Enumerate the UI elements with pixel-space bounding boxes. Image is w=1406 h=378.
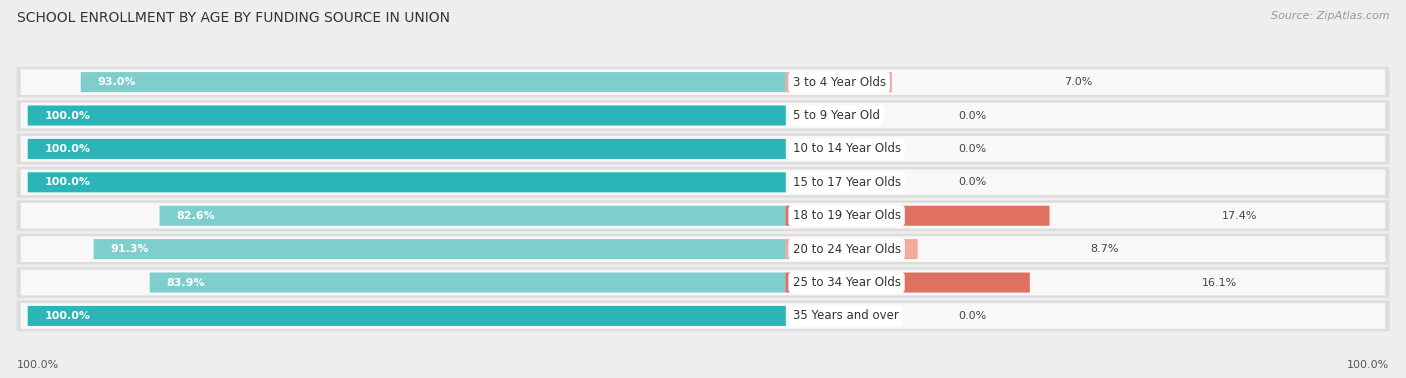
Text: 82.6%: 82.6% <box>176 211 215 221</box>
FancyBboxPatch shape <box>28 105 786 125</box>
Text: 93.0%: 93.0% <box>97 77 136 87</box>
Text: 100.0%: 100.0% <box>1347 361 1389 370</box>
Text: 0.0%: 0.0% <box>957 110 986 121</box>
Text: 35 Years and over: 35 Years and over <box>793 310 898 322</box>
FancyBboxPatch shape <box>21 103 1385 129</box>
FancyBboxPatch shape <box>21 69 1385 95</box>
Text: 100.0%: 100.0% <box>45 311 90 321</box>
Text: 0.0%: 0.0% <box>957 311 986 321</box>
Text: 25 to 34 Year Olds: 25 to 34 Year Olds <box>793 276 901 289</box>
Text: 10 to 14 Year Olds: 10 to 14 Year Olds <box>793 143 901 155</box>
FancyBboxPatch shape <box>17 301 1389 331</box>
Text: Source: ZipAtlas.com: Source: ZipAtlas.com <box>1271 11 1389 21</box>
FancyBboxPatch shape <box>159 206 786 226</box>
Text: 15 to 17 Year Olds: 15 to 17 Year Olds <box>793 176 901 189</box>
Text: 20 to 24 Year Olds: 20 to 24 Year Olds <box>793 243 901 256</box>
FancyBboxPatch shape <box>17 133 1389 164</box>
FancyBboxPatch shape <box>17 200 1389 231</box>
FancyBboxPatch shape <box>17 234 1389 265</box>
FancyBboxPatch shape <box>17 267 1389 298</box>
FancyBboxPatch shape <box>21 236 1385 262</box>
Text: 7.0%: 7.0% <box>1064 77 1092 87</box>
Text: 91.3%: 91.3% <box>110 244 149 254</box>
Text: 8.7%: 8.7% <box>1090 244 1118 254</box>
FancyBboxPatch shape <box>17 67 1389 98</box>
Text: SCHOOL ENROLLMENT BY AGE BY FUNDING SOURCE IN UNION: SCHOOL ENROLLMENT BY AGE BY FUNDING SOUR… <box>17 11 450 25</box>
Text: 100.0%: 100.0% <box>45 144 90 154</box>
Text: 100.0%: 100.0% <box>17 361 59 370</box>
FancyBboxPatch shape <box>17 167 1389 198</box>
FancyBboxPatch shape <box>28 306 786 326</box>
Text: 0.0%: 0.0% <box>957 144 986 154</box>
FancyBboxPatch shape <box>28 139 786 159</box>
FancyBboxPatch shape <box>94 239 786 259</box>
FancyBboxPatch shape <box>786 239 918 259</box>
FancyBboxPatch shape <box>149 273 786 293</box>
Text: 18 to 19 Year Olds: 18 to 19 Year Olds <box>793 209 901 222</box>
Text: 0.0%: 0.0% <box>957 177 986 187</box>
Text: 3 to 4 Year Olds: 3 to 4 Year Olds <box>793 76 886 88</box>
FancyBboxPatch shape <box>80 72 786 92</box>
FancyBboxPatch shape <box>17 100 1389 131</box>
FancyBboxPatch shape <box>21 303 1385 329</box>
FancyBboxPatch shape <box>786 206 1049 226</box>
FancyBboxPatch shape <box>21 169 1385 195</box>
Text: 5 to 9 Year Old: 5 to 9 Year Old <box>793 109 880 122</box>
FancyBboxPatch shape <box>786 72 891 92</box>
FancyBboxPatch shape <box>786 273 1029 293</box>
FancyBboxPatch shape <box>28 172 786 192</box>
Text: 16.1%: 16.1% <box>1202 277 1237 288</box>
Text: 83.9%: 83.9% <box>166 277 205 288</box>
FancyBboxPatch shape <box>21 136 1385 162</box>
Text: 100.0%: 100.0% <box>45 110 90 121</box>
FancyBboxPatch shape <box>21 203 1385 229</box>
Text: 100.0%: 100.0% <box>45 177 90 187</box>
FancyBboxPatch shape <box>21 270 1385 295</box>
Text: 17.4%: 17.4% <box>1222 211 1257 221</box>
